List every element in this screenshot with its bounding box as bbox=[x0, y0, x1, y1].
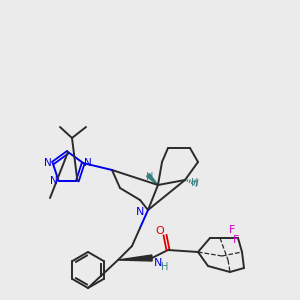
Text: N: N bbox=[44, 158, 52, 168]
Text: N: N bbox=[154, 258, 162, 268]
Text: H: H bbox=[146, 172, 154, 182]
Text: N: N bbox=[136, 207, 144, 217]
Text: F: F bbox=[233, 235, 239, 245]
Text: N: N bbox=[84, 158, 92, 168]
Text: H: H bbox=[191, 178, 199, 188]
Polygon shape bbox=[118, 255, 152, 261]
Text: O: O bbox=[156, 226, 164, 236]
Text: F: F bbox=[229, 225, 235, 235]
Polygon shape bbox=[147, 174, 158, 185]
Text: H: H bbox=[161, 262, 169, 272]
Text: N: N bbox=[50, 176, 58, 186]
